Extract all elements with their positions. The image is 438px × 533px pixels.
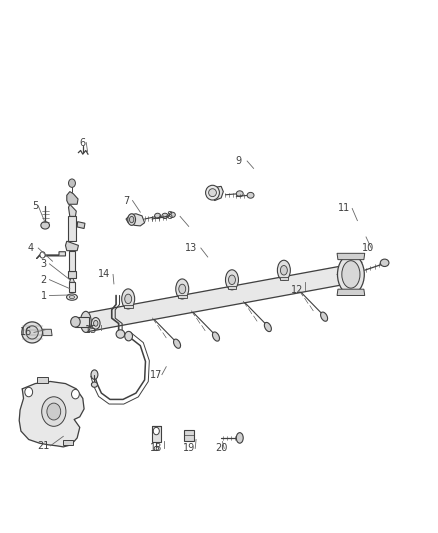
Polygon shape	[67, 271, 76, 278]
Polygon shape	[64, 440, 73, 445]
Polygon shape	[67, 191, 78, 204]
Polygon shape	[42, 329, 52, 336]
Ellipse shape	[321, 312, 328, 321]
Text: 12: 12	[291, 285, 303, 295]
Circle shape	[42, 397, 66, 426]
Ellipse shape	[173, 339, 180, 348]
Polygon shape	[75, 317, 89, 327]
Ellipse shape	[380, 259, 389, 266]
Polygon shape	[36, 252, 66, 259]
Polygon shape	[337, 253, 365, 260]
Ellipse shape	[338, 255, 364, 294]
Ellipse shape	[205, 185, 219, 200]
Ellipse shape	[179, 284, 186, 294]
Text: 17: 17	[150, 369, 162, 379]
Polygon shape	[69, 278, 74, 282]
Ellipse shape	[116, 330, 125, 338]
Text: 19: 19	[183, 443, 195, 454]
Polygon shape	[152, 426, 161, 442]
Ellipse shape	[247, 192, 254, 198]
Ellipse shape	[91, 370, 98, 379]
Ellipse shape	[81, 311, 91, 333]
Polygon shape	[89, 262, 362, 332]
Ellipse shape	[92, 318, 100, 329]
Circle shape	[68, 179, 75, 188]
Polygon shape	[178, 295, 187, 298]
Ellipse shape	[176, 279, 189, 299]
Polygon shape	[77, 222, 85, 229]
Circle shape	[40, 252, 45, 258]
Polygon shape	[184, 430, 194, 441]
Ellipse shape	[265, 322, 272, 332]
Text: 14: 14	[98, 269, 110, 279]
Polygon shape	[68, 204, 76, 216]
Polygon shape	[68, 282, 75, 292]
Polygon shape	[337, 289, 365, 295]
Circle shape	[47, 403, 61, 420]
Circle shape	[153, 427, 159, 435]
Ellipse shape	[71, 317, 80, 327]
Ellipse shape	[69, 295, 74, 298]
Polygon shape	[124, 305, 133, 309]
Text: 6: 6	[80, 138, 86, 148]
Ellipse shape	[92, 382, 98, 387]
Ellipse shape	[41, 222, 49, 229]
Ellipse shape	[26, 326, 38, 339]
Text: 11: 11	[338, 204, 350, 214]
Text: 3: 3	[41, 259, 47, 269]
Ellipse shape	[277, 260, 290, 280]
Polygon shape	[279, 277, 288, 280]
Text: 15: 15	[85, 325, 98, 335]
Polygon shape	[36, 377, 48, 383]
Polygon shape	[210, 187, 223, 200]
Ellipse shape	[162, 213, 168, 219]
Ellipse shape	[128, 214, 135, 225]
Circle shape	[25, 387, 32, 397]
Ellipse shape	[94, 320, 98, 326]
Text: 8: 8	[166, 212, 172, 221]
Text: 10: 10	[362, 243, 374, 253]
Text: 21: 21	[38, 441, 50, 451]
Ellipse shape	[280, 265, 287, 275]
Polygon shape	[66, 241, 78, 251]
Text: 1: 1	[41, 290, 47, 301]
Ellipse shape	[208, 189, 216, 197]
Polygon shape	[228, 286, 236, 289]
Text: 18: 18	[150, 443, 162, 454]
Text: 13: 13	[185, 243, 197, 253]
Circle shape	[71, 390, 79, 399]
Ellipse shape	[125, 332, 133, 341]
Ellipse shape	[155, 213, 161, 219]
Text: 2: 2	[41, 274, 47, 285]
Ellipse shape	[122, 289, 134, 309]
Polygon shape	[68, 251, 75, 271]
Text: 16: 16	[21, 327, 33, 337]
Polygon shape	[126, 214, 145, 226]
Ellipse shape	[130, 216, 134, 223]
Ellipse shape	[236, 191, 243, 197]
Text: 7: 7	[123, 196, 129, 206]
Ellipse shape	[67, 294, 78, 300]
Text: 9: 9	[235, 156, 241, 166]
Ellipse shape	[125, 294, 132, 304]
Text: 5: 5	[32, 201, 39, 211]
Polygon shape	[67, 216, 76, 241]
Ellipse shape	[212, 332, 219, 341]
Ellipse shape	[226, 270, 238, 290]
Ellipse shape	[229, 275, 236, 285]
Ellipse shape	[342, 261, 360, 288]
Ellipse shape	[169, 212, 175, 217]
Text: 20: 20	[215, 443, 227, 454]
Text: 4: 4	[28, 243, 34, 253]
Ellipse shape	[22, 322, 42, 343]
Ellipse shape	[236, 433, 243, 443]
Polygon shape	[19, 382, 84, 447]
